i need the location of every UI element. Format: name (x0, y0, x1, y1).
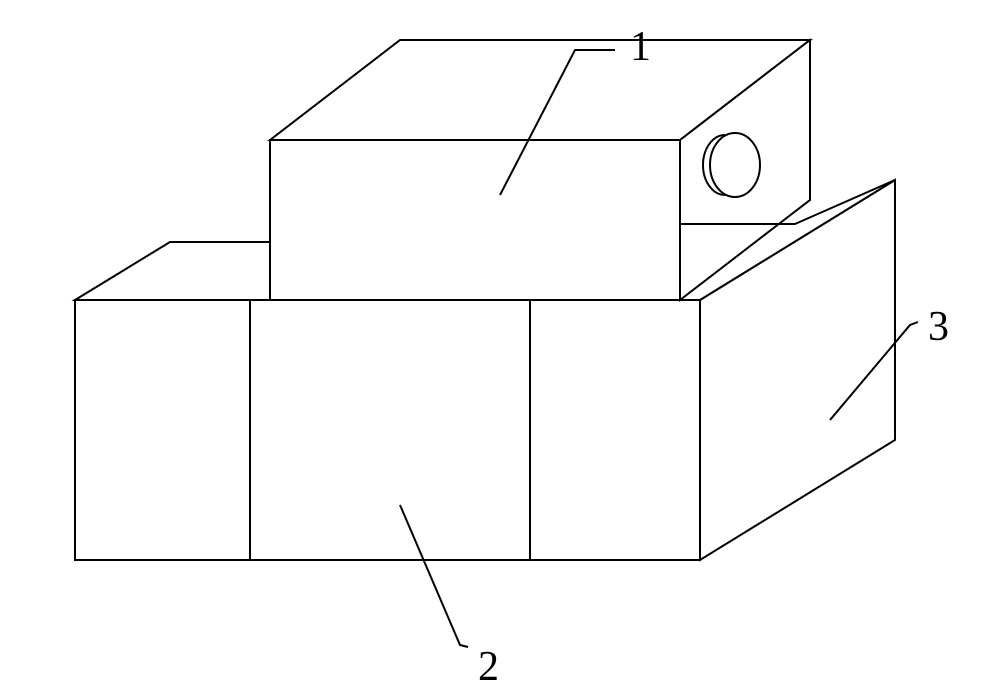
bottom-top-left (75, 242, 270, 300)
hole-outer (710, 133, 760, 197)
top-front-face (270, 140, 680, 300)
top-block (270, 40, 810, 300)
label-3-text: 3 (928, 304, 949, 350)
label-2-text: 2 (478, 644, 499, 690)
diagram-svg: 1 2 3 (0, 0, 1000, 692)
label-1-text: 1 (630, 24, 651, 70)
bottom-front-face (75, 300, 700, 560)
